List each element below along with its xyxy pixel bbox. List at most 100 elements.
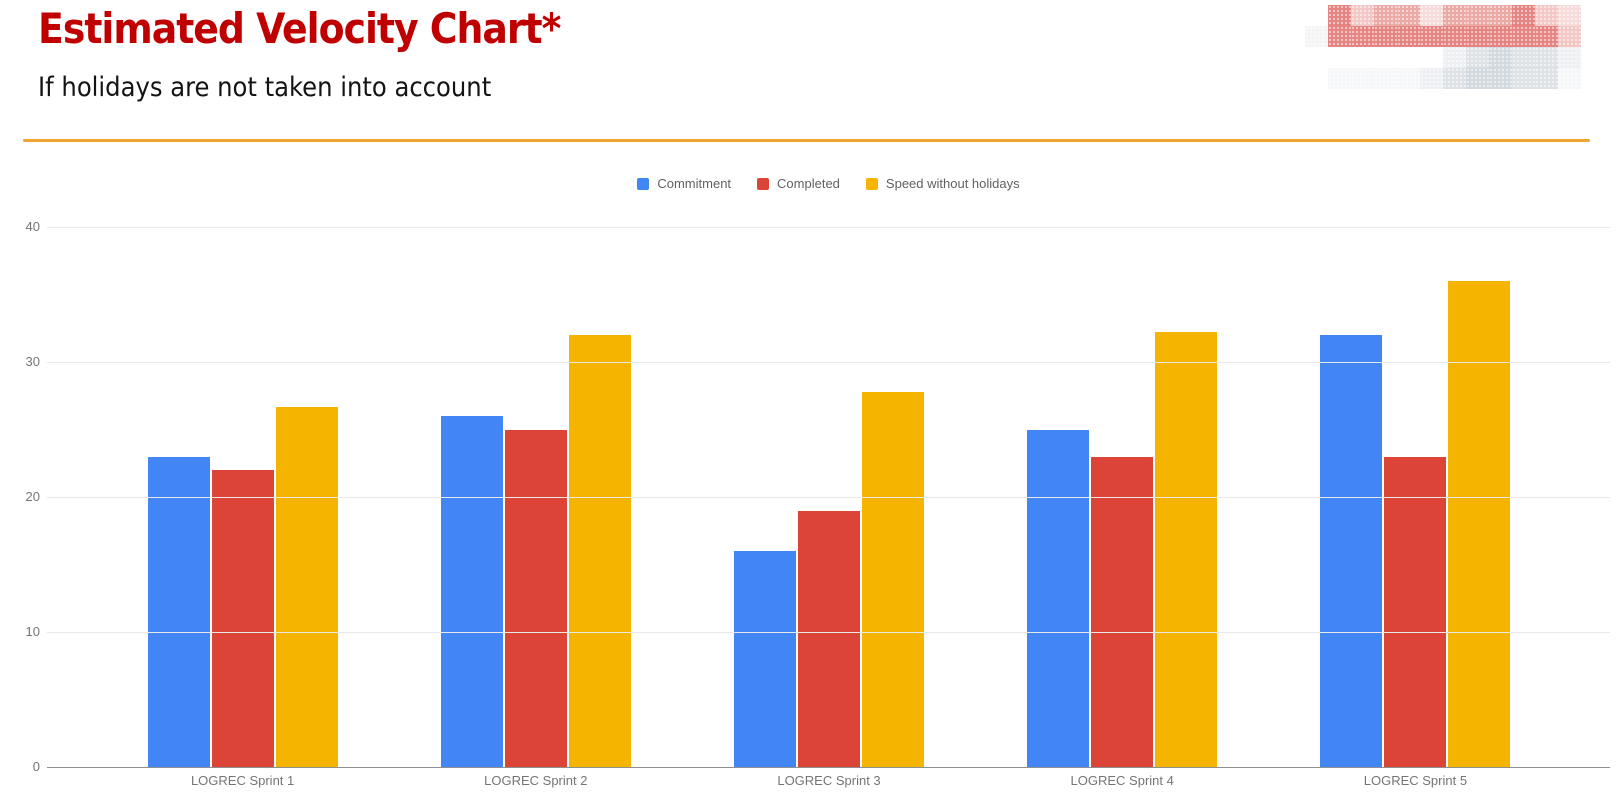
mosaic-cell [1305, 47, 1328, 68]
mosaic-cell [1512, 5, 1535, 26]
mosaic-cell [1374, 26, 1397, 47]
bar-speed-without-holidays-logrec-sprint-3[interactable] [862, 391, 924, 767]
mosaic-cell [1466, 68, 1489, 89]
legend-item-speed-without-holidays: Speed without holidays [865, 176, 1020, 191]
y-axis-tick-label: 30 [25, 354, 40, 369]
y-axis-tick-label: 10 [25, 624, 40, 639]
mosaic-cell [1328, 47, 1351, 68]
bar-group [1027, 227, 1218, 767]
mosaic-cell [1512, 68, 1535, 89]
legend-label: Commitment [657, 176, 732, 191]
bar-completed-logrec-sprint-5[interactable] [1384, 456, 1447, 767]
speed-without-holidays-swatch-icon [865, 177, 878, 190]
orange-divider [23, 139, 1590, 142]
bar-group [1320, 227, 1511, 767]
mosaic-cell [1443, 47, 1466, 68]
mosaic-cell [1305, 5, 1328, 26]
bar-group [147, 227, 338, 767]
mosaic-cell [1466, 47, 1489, 68]
x-axis-line [47, 767, 1610, 768]
bar-commitment-logrec-sprint-5[interactable] [1320, 335, 1383, 767]
gridline [47, 227, 1610, 228]
mosaic-cell [1466, 5, 1489, 26]
x-axis-category-label: LOGREC Sprint 4 [1070, 773, 1174, 788]
mosaic-cell [1420, 26, 1443, 47]
y-axis-tick-label: 40 [25, 219, 40, 234]
y-axis-tick-label: 20 [25, 489, 40, 504]
mosaic-cell [1351, 68, 1374, 89]
bar-commitment-logrec-sprint-4[interactable] [1027, 429, 1090, 767]
mosaic-cell [1420, 68, 1443, 89]
mosaic-cell [1443, 68, 1466, 89]
mosaic-cell [1374, 5, 1397, 26]
mosaic-cell [1305, 26, 1328, 47]
mosaic-cell [1443, 5, 1466, 26]
mosaic-cell [1328, 5, 1351, 26]
mosaic-cell [1374, 68, 1397, 89]
commitment-swatch-icon [637, 177, 650, 190]
x-axis-category-label: LOGREC Sprint 1 [190, 773, 295, 788]
bar-group [734, 227, 924, 767]
bar-speed-without-holidays-logrec-sprint-5[interactable] [1448, 281, 1511, 767]
mosaic-cell [1374, 47, 1397, 68]
mosaic-cell [1558, 5, 1581, 26]
bar-completed-logrec-sprint-4[interactable] [1091, 456, 1154, 767]
legend-label: Completed [777, 176, 840, 191]
bar-slot [976, 227, 1269, 767]
bars-region [96, 227, 1562, 767]
bar-speed-without-holidays-logrec-sprint-2[interactable] [568, 335, 631, 767]
bar-commitment-logrec-sprint-2[interactable] [440, 416, 503, 767]
bar-speed-without-holidays-logrec-sprint-4[interactable] [1155, 332, 1218, 767]
chart-legend: Commitment Completed Speed without holid… [47, 176, 1610, 191]
mosaic-cell [1535, 68, 1558, 89]
mosaic-cell [1420, 5, 1443, 26]
bar-completed-logrec-sprint-2[interactable] [504, 429, 567, 767]
bar-completed-logrec-sprint-1[interactable] [211, 470, 274, 767]
bar-slot [96, 227, 389, 767]
mosaic-cell [1558, 68, 1581, 89]
mosaic-cell [1535, 47, 1558, 68]
completed-swatch-icon [757, 177, 770, 190]
page-subtitle: If holidays are not taken into account [38, 72, 492, 103]
mosaic-cell [1351, 26, 1374, 47]
mosaic-cell [1558, 26, 1581, 47]
bar-completed-logrec-sprint-3[interactable] [798, 510, 860, 767]
chart-plot-area [47, 227, 1610, 768]
mosaic-cell [1512, 47, 1535, 68]
gridline [47, 362, 1610, 363]
legend-label: Speed without holidays [885, 176, 1020, 191]
mosaic-cell [1420, 47, 1443, 68]
mosaic-cell [1305, 68, 1328, 89]
mosaic-cell [1397, 47, 1420, 68]
legend-item-commitment: Commitment [637, 176, 731, 191]
mosaic-cell [1558, 47, 1581, 68]
mosaic-cell [1397, 68, 1420, 89]
bar-slot [1269, 227, 1562, 767]
bar-speed-without-holidays-logrec-sprint-1[interactable] [275, 406, 338, 767]
bar-group [440, 227, 631, 767]
mosaic-cell [1466, 26, 1489, 47]
y-axis-tick-label: 0 [32, 759, 40, 774]
mosaic-cell [1443, 26, 1466, 47]
mosaic-cell [1397, 26, 1420, 47]
bar-slot [682, 227, 975, 767]
gridline [47, 632, 1610, 633]
mosaic-cell [1397, 5, 1420, 26]
page-title: Estimated Velocity Chart* [38, 4, 561, 53]
mosaic-cell [1535, 5, 1558, 26]
mosaic-cell [1328, 26, 1351, 47]
mosaic-cell [1512, 26, 1535, 47]
redacted-logo-mosaic [1305, 5, 1581, 89]
x-axis-category-label: LOGREC Sprint 5 [1363, 773, 1468, 788]
bar-commitment-logrec-sprint-3[interactable] [734, 551, 796, 767]
x-axis-labels: LOGREC Sprint 1 LOGREC Sprint 2 LOGREC Spr… [96, 773, 1562, 788]
mosaic-cell [1351, 47, 1374, 68]
x-axis-category-label: LOGREC Sprint 3 [777, 773, 881, 788]
x-axis-category-label: LOGREC Sprint 2 [484, 773, 588, 788]
gridline [47, 497, 1610, 498]
mosaic-cell [1489, 26, 1512, 47]
mosaic-cell [1489, 5, 1512, 26]
bar-commitment-logrec-sprint-1[interactable] [147, 456, 210, 767]
mosaic-cell [1535, 26, 1558, 47]
